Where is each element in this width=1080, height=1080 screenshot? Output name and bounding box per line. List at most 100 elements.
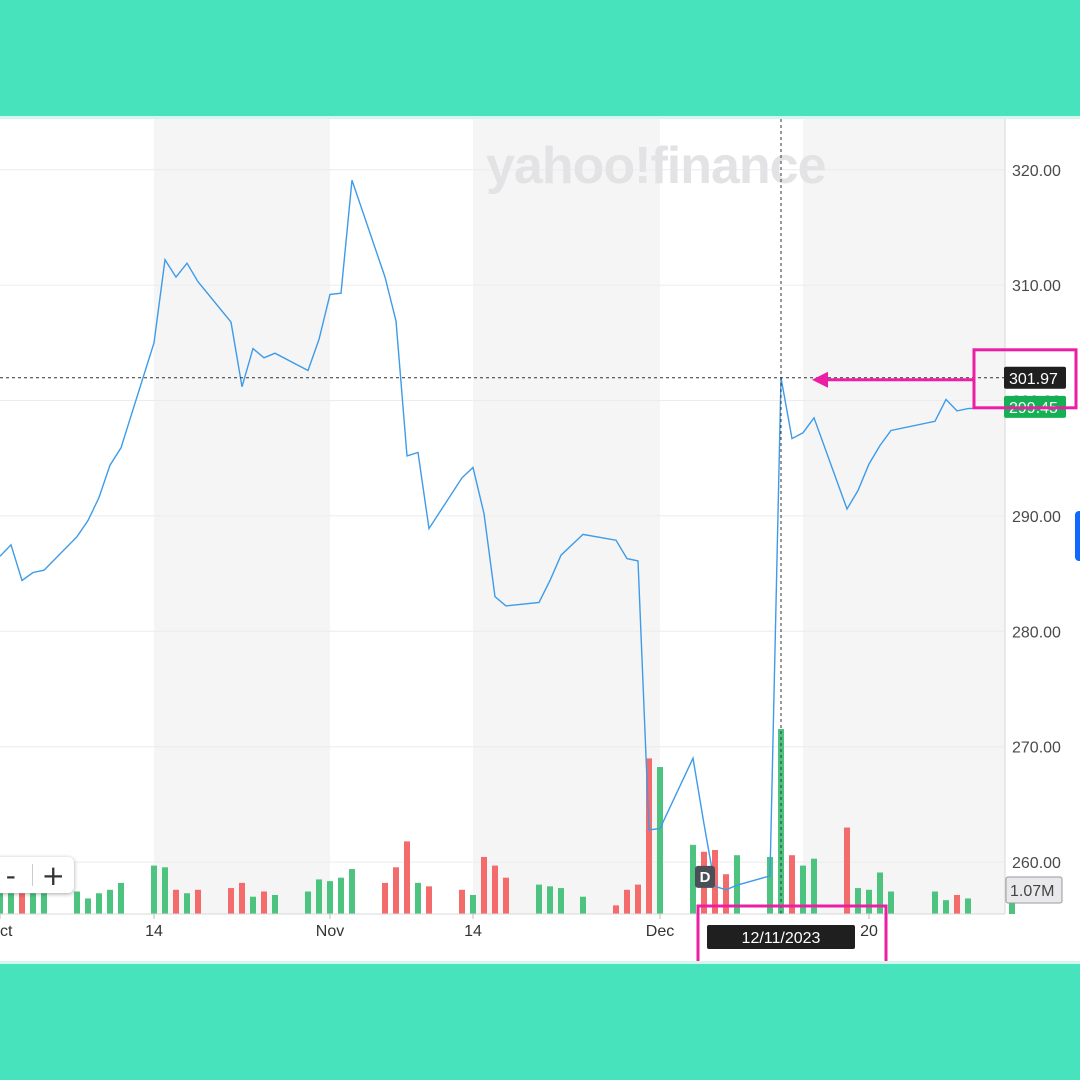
volume-bar (19, 893, 25, 914)
crosshair-date-badge: 12/11/2023 (707, 925, 855, 949)
volume-bar (690, 844, 696, 914)
volume-bar (866, 889, 872, 914)
volume-bar (96, 893, 102, 914)
volume-bar (250, 896, 256, 914)
x-tick-label: 14 (464, 923, 482, 940)
volume-bar (613, 905, 619, 914)
volume-bar (272, 894, 278, 914)
volume-bar (965, 898, 971, 914)
volume-bar (855, 888, 861, 914)
crosshair-price-label: 301.97 (1009, 371, 1058, 388)
gridlines (0, 169, 1005, 863)
volume-bar (547, 886, 553, 914)
volume-bar (932, 891, 938, 914)
y-axis-labels: 260.00270.00280.00290.00300.00310.00320.… (1012, 163, 1061, 872)
volume-bar (536, 884, 542, 914)
volume-bar (877, 872, 883, 914)
x-tick-label: Dec (646, 923, 674, 940)
volume-bar (844, 827, 850, 914)
volume-bar (41, 893, 47, 914)
month-bands (154, 119, 1005, 914)
volume-bar (723, 874, 729, 914)
volume-bar (1009, 893, 1015, 914)
zoom-out-button[interactable]: - (5, 858, 16, 892)
volume-bar (580, 896, 586, 914)
volume-bar (162, 867, 168, 914)
volume-bar (503, 877, 509, 914)
volume-bar (415, 882, 421, 914)
side-panel-tab[interactable] (1075, 511, 1080, 561)
volume-bar (800, 865, 806, 914)
x-axis-labels: Oct 14 Nov 14 Dec 20 (0, 914, 878, 940)
dividend-marker[interactable]: D (695, 865, 715, 888)
volume-bar (107, 889, 113, 914)
shaded-band (473, 119, 660, 914)
y-tick-label: 310.00 (1012, 278, 1061, 295)
x-tick-label: 20 (860, 923, 878, 940)
volume-bar (349, 869, 355, 914)
volume-bar (239, 882, 245, 914)
volume-bars (0, 729, 1015, 914)
volume-bar (635, 884, 641, 914)
volume-bar (261, 891, 267, 914)
volume-bar (954, 894, 960, 914)
y-tick-label: 290.00 (1012, 509, 1061, 526)
volume-bar (492, 865, 498, 914)
highlight-annotations (696, 348, 1078, 961)
volume-bar (382, 882, 388, 914)
volume-bar (184, 893, 190, 914)
volume-bar (195, 889, 201, 914)
y-tick-label: 280.00 (1012, 624, 1061, 641)
x-tick-label: Nov (316, 923, 344, 940)
volume-bar (327, 881, 333, 914)
volume-bar (338, 877, 344, 914)
volume-bar (118, 882, 124, 914)
volume-bar (426, 886, 432, 914)
x-tick-label: Oct (0, 923, 13, 940)
price-line (0, 179, 1013, 891)
volume-bar (30, 893, 36, 914)
date-highlight-box (696, 904, 888, 961)
volume-bar (74, 891, 80, 914)
volume-bar (404, 841, 410, 914)
y-tick-label: 320.00 (1012, 163, 1061, 180)
volume-bar (943, 900, 949, 914)
dividend-label: D (700, 869, 711, 886)
arrow-head (812, 371, 828, 388)
price-chart[interactable]: yahoo!finance 260.00 270.00 280.00 290.00 30… (0, 119, 1080, 961)
volume-bar (558, 888, 564, 914)
y-tick-label: 270.00 (1012, 740, 1061, 757)
chart-panel: yahoo!finance 260.00 270.00 280.00 290.00 30… (0, 116, 1080, 964)
x-tick-label: 14 (145, 923, 163, 940)
volume-bar (8, 893, 14, 914)
dividend-badge (695, 865, 715, 888)
volume-bar (151, 865, 157, 914)
volume-bar (481, 856, 487, 914)
volume-bar (85, 898, 91, 914)
watermark-logo: yahoo!finance (486, 137, 826, 195)
y-tick-label: 260.00 (1012, 855, 1061, 872)
zoom-divider (31, 864, 33, 886)
volume-bar (624, 889, 630, 914)
volume-bar (0, 893, 3, 914)
volume-bar (305, 891, 311, 914)
volume-bar (316, 879, 322, 914)
date-badge-label: 12/11/2023 (742, 930, 821, 947)
shaded-band (154, 119, 330, 914)
volume-bar (811, 858, 817, 914)
volume-bar (657, 767, 663, 914)
volume-bar (393, 867, 399, 914)
shaded-band (803, 119, 1005, 914)
date-badge-box (707, 925, 855, 949)
volume-bar (646, 758, 652, 914)
zoom-in-button[interactable]: + (41, 858, 65, 892)
zoom-control: - + (0, 857, 74, 893)
volume-bar (228, 888, 234, 914)
volume-scale-label: 1.07M (1010, 883, 1054, 900)
volume-bar (459, 889, 465, 914)
volume-bar (470, 894, 476, 914)
volume-bar (789, 855, 795, 914)
crosshair-price-badge (1004, 366, 1066, 389)
volume-bar (888, 891, 894, 914)
